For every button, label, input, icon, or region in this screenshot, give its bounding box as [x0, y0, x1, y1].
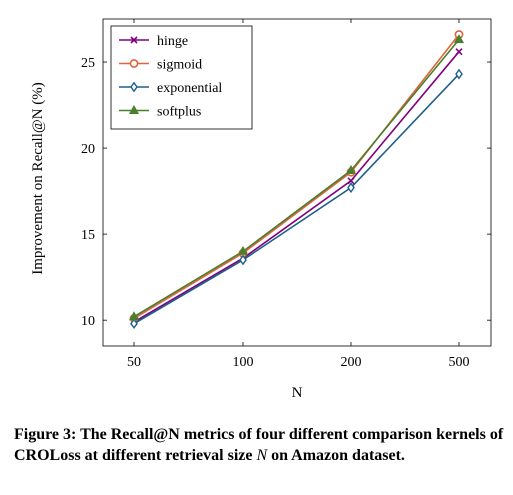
caption-prefix: Figure 3: The Recall@N metrics of four d…: [14, 426, 504, 464]
chart: 50 100 200 500 10 15 20 25 N Improvement on Recal…: [30, 18, 492, 401]
series-softplus: [128, 34, 465, 321]
series-exponential: [130, 68, 463, 330]
y-tick-label: 15: [81, 228, 95, 243]
data-point-hinge: [347, 177, 355, 185]
figure-caption: Figure 3: The Recall@N metrics of four d…: [14, 424, 504, 466]
plot-axes: 50 100 200 500 10 15 20 25 N Improvement on Recal…: [30, 18, 492, 401]
legend-label: hinge: [157, 34, 188, 49]
y-tick-label: 10: [81, 314, 95, 329]
caption-variable: N: [256, 447, 268, 464]
data-point-softplus: [237, 245, 249, 255]
series-line-hinge: [133, 51, 460, 323]
data-point-exponential: [130, 318, 138, 330]
data-point-softplus: [453, 34, 465, 44]
data-point-exponential: [347, 182, 355, 194]
x-axis-label: N: [292, 385, 303, 401]
data-point-exponential: [239, 254, 247, 266]
legend-marker: [130, 81, 138, 93]
x-tick-label: 500: [449, 355, 470, 370]
series-line-exponential: [133, 73, 460, 325]
legend: hinge sigmoid exponential softplus: [110, 25, 253, 130]
y-tick-label: 20: [81, 142, 95, 157]
data-point-softplus: [345, 164, 357, 174]
data-point-softplus: [128, 311, 140, 321]
legend-marker: [130, 36, 138, 44]
legend-item-sigmoid: sigmoid: [119, 58, 202, 73]
legend-marker: [128, 104, 140, 114]
legend-item-exponential: exponential: [119, 81, 222, 96]
legend-item-hinge: hinge: [119, 34, 188, 49]
y-axis-label: Improvement on Recall@N (%): [30, 82, 46, 275]
series-line-sigmoid: [133, 33, 460, 320]
x-tick-label: 50: [127, 355, 141, 370]
x-tick-label: 100: [233, 355, 254, 370]
series-line-softplus: [133, 39, 460, 318]
x-tick-label: 200: [341, 355, 362, 370]
legend-label: sigmoid: [157, 58, 202, 73]
data-point-exponential: [455, 68, 463, 80]
plot-frame: [102, 18, 492, 347]
legend-label: exponential: [157, 81, 222, 96]
y-tick-label: 25: [81, 56, 95, 71]
legend-item-softplus: softplus: [119, 105, 201, 120]
data-point-hinge: [455, 48, 463, 56]
caption-suffix: on Amazon dataset.: [267, 447, 405, 464]
legend-label: softplus: [157, 105, 201, 120]
legend-marker: [129, 59, 139, 68]
series-layer: [128, 30, 465, 330]
